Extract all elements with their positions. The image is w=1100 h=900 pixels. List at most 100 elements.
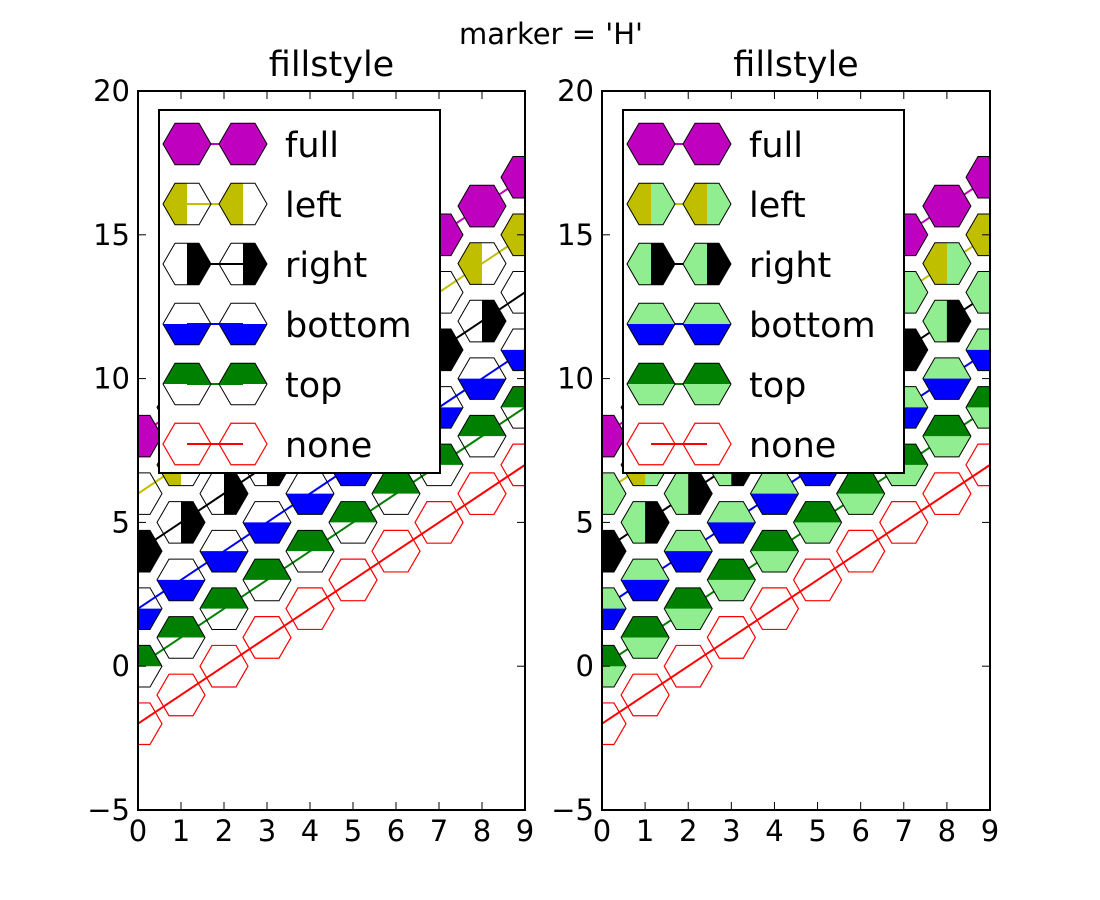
legend-label-none: none (749, 426, 836, 466)
legend: full left right bottom top none (158, 109, 441, 474)
y-tick-label: −5 (87, 793, 130, 827)
legend-label-right: right (749, 246, 831, 286)
data-point-none-6 (835, 529, 886, 573)
legend-marker-right (162, 242, 212, 286)
data-point-none-7 (879, 501, 929, 544)
data-point-bottom-9 (965, 328, 990, 372)
data-point-left-8 (457, 242, 507, 285)
data-point-bottom-8 (922, 357, 972, 400)
legend-entry-right: right (162, 242, 367, 286)
legend-entry-top: top (162, 362, 342, 406)
legend-marker-full (626, 122, 676, 166)
figure-suptitle: marker = 'H' (459, 17, 643, 51)
legend-entry-right: right (626, 242, 831, 286)
legend-marker-none (218, 422, 268, 466)
data-point-top-2 (199, 587, 249, 630)
data-point-full-8 (457, 184, 507, 228)
data-point-right-0 (602, 529, 627, 573)
legend-frame (158, 109, 441, 474)
legend-entry-bottom: bottom (626, 302, 876, 346)
data-point-none-8 (457, 472, 507, 516)
data-point-none-3 (706, 616, 757, 659)
data-point-left-8 (922, 242, 972, 285)
legend-marker-full (162, 122, 212, 166)
x-tick-label: 6 (851, 814, 869, 848)
legend-marker-none (626, 422, 676, 466)
legend-marker-bottom (218, 302, 268, 346)
series-line-bottom (138, 349, 525, 610)
data-point-none-7 (414, 501, 464, 544)
data-point-none-6 (371, 529, 421, 573)
data-point-top-0 (138, 644, 163, 688)
y-tick-label: 0 (576, 649, 594, 683)
data-point-none-5 (328, 558, 378, 602)
data-point-bottom-9 (500, 328, 525, 372)
legend-marker-left (218, 182, 268, 226)
legend-marker-top (682, 362, 732, 406)
legend-label-bottom: bottom (285, 306, 412, 346)
data-point-top-1 (620, 616, 670, 659)
data-point-top-8 (922, 414, 972, 458)
y-tick-label: 10 (93, 362, 130, 396)
data-point-left-9 (500, 213, 525, 257)
data-point-top-8 (457, 414, 507, 458)
data-point-none-0 (138, 702, 163, 746)
legend-entry-none: none (162, 422, 372, 466)
data-point-bottom-0 (602, 587, 627, 630)
x-tick-label: 1 (636, 814, 654, 848)
y-tick-label: 5 (112, 505, 130, 539)
legend-marker-none (682, 422, 732, 466)
data-point-none-4 (749, 587, 800, 631)
data-point-top-5 (792, 501, 843, 544)
legend-label-full: full (285, 126, 339, 166)
data-point-bottom-1 (620, 558, 670, 602)
data-point-bottom-4 (749, 472, 800, 515)
data-point-full-8 (922, 184, 972, 228)
x-tick-label: 9 (516, 814, 534, 848)
x-tick-label: 0 (129, 814, 147, 848)
axes-1: 0 1 2 3 4 5 6 7 8 9−505101520fillstylefullleftrig… (87, 45, 534, 848)
data-point-top-9 (965, 386, 990, 429)
data-point-full-9 (500, 156, 525, 199)
y-tick-label: 0 (112, 649, 130, 683)
x-tick-label: 7 (895, 814, 913, 848)
legend-marker-right (626, 242, 676, 286)
data-point-right-0 (138, 529, 163, 573)
x-tick-label: 5 (344, 814, 362, 848)
series-line-none (602, 464, 990, 725)
x-tick-label: 3 (258, 814, 276, 848)
series-line-top (602, 406, 990, 668)
axes-frame (601, 90, 991, 811)
axes-title: fillstyle (733, 45, 858, 85)
data-point-left-0 (602, 472, 627, 515)
data-point-none-5 (792, 558, 843, 602)
legend-marker-full (682, 122, 732, 166)
data-point-none-4 (285, 587, 335, 631)
legend-marker-top (626, 362, 676, 406)
data-point-top-4 (285, 529, 335, 573)
data-point-full-0 (602, 414, 627, 458)
data-point-top-1 (156, 616, 206, 659)
legend-marker-bottom (682, 302, 732, 346)
legend-label-full: full (749, 126, 803, 166)
legend-label-top: top (749, 366, 806, 406)
axes-2: 0 1 2 3 4 5 6 7 8 9−505101520fillstylefullleftrig… (551, 45, 999, 848)
data-point-right-8 (922, 299, 972, 343)
x-tick-label: 2 (679, 814, 697, 848)
series-none (138, 443, 525, 746)
y-tick-label: 10 (557, 362, 594, 396)
series-line-none (138, 464, 525, 725)
series-none (602, 443, 990, 746)
series-top (602, 386, 990, 688)
data-point-none-8 (922, 472, 972, 516)
legend-marker-top (218, 362, 268, 406)
data-point-none-0 (602, 702, 627, 746)
data-point-bottom-3 (706, 501, 756, 544)
data-point-right-1 (156, 501, 206, 544)
data-point-right-9 (965, 271, 990, 314)
legend-entry-full: full (162, 122, 339, 166)
data-point-bottom-2 (663, 529, 713, 573)
legend-marker-full (218, 122, 268, 166)
data-point-none-3 (242, 616, 292, 659)
